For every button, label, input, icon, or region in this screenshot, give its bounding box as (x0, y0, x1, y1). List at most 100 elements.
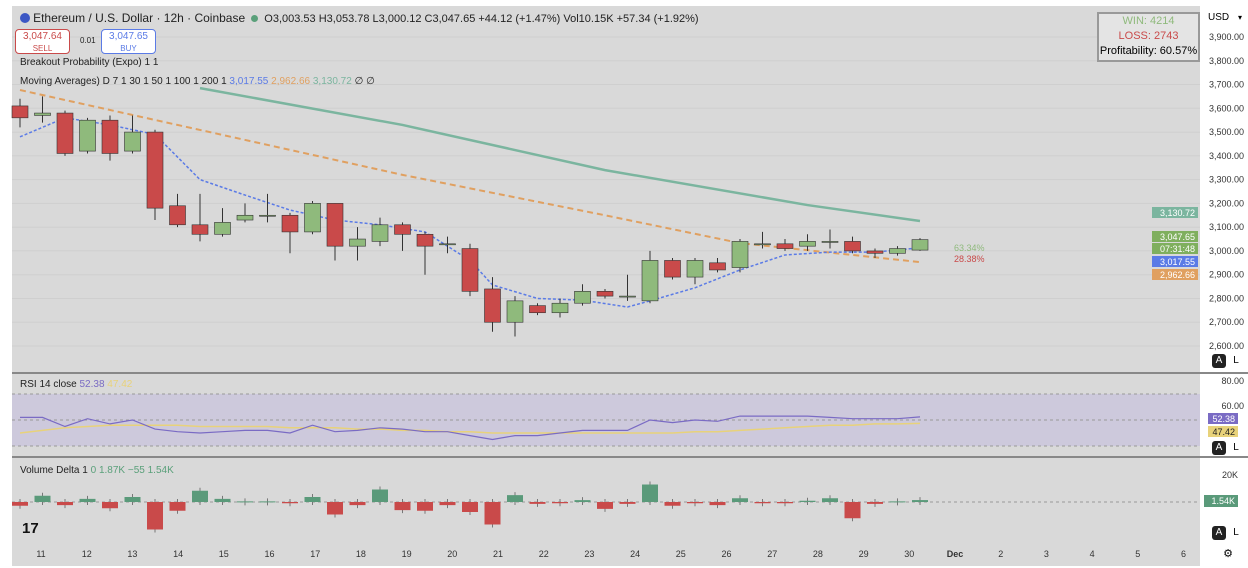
candle-body (866, 250, 884, 254)
candle-body (169, 205, 186, 226)
log-scale-button[interactable]: L (1233, 355, 1239, 366)
date-axis-label: Dec (947, 549, 964, 559)
candle-body (821, 241, 839, 243)
candle-body (529, 305, 546, 314)
candle-body (731, 241, 749, 268)
date-axis-label: 26 (721, 549, 731, 559)
candle-body (439, 243, 456, 246)
rsi-line (20, 415, 921, 441)
volume-tag: 1.54K (1211, 496, 1235, 506)
candle-body (371, 224, 389, 242)
breakout-down-prob: 28.38% (954, 254, 985, 264)
symbol-title[interactable]: Ethereum / U.S. Dollar · 12h · Coinbase (33, 11, 246, 25)
candle-body (641, 260, 659, 302)
candle-body (574, 291, 591, 304)
ma30-line (19, 89, 921, 264)
volume-delta-legend[interactable]: Volume Delta 1 0 1.87K −55 1.54K (20, 465, 174, 476)
loss-count: LOSS: 2743 (1118, 30, 1179, 42)
volume-delta-bar (34, 495, 51, 502)
vol-log-scale-button[interactable]: L (1233, 527, 1239, 538)
volume-delta-bar (687, 502, 703, 504)
volume-delta-bar (192, 490, 208, 502)
rsi-ma-tag: 47.42 (1212, 427, 1235, 437)
candle-body (214, 222, 231, 235)
auto-scale-button[interactable]: A (1212, 354, 1226, 368)
date-axis-label: 4 (1090, 549, 1095, 559)
settings-gear-icon[interactable]: ⚙ (1223, 548, 1233, 560)
volume-delta-bar (754, 502, 771, 504)
date-axis-label: 30 (904, 549, 914, 559)
price-axis-label: 3,800.00 (1209, 56, 1244, 66)
candle-body (664, 260, 681, 278)
rsi-axis-label: 80.00 (1221, 376, 1244, 386)
date-axis-label: 3 (1044, 549, 1049, 559)
rsi-legend[interactable]: RSI 14 close 52.38 47.42 (20, 379, 132, 390)
candle-body (416, 233, 434, 247)
date-axis-label: 25 (676, 549, 686, 559)
currency-select[interactable]: USD ▾ (1205, 10, 1245, 26)
candle-body (709, 262, 726, 271)
candle-body (326, 203, 344, 247)
rsi-auto-scale-button[interactable]: A (1212, 441, 1226, 455)
candle-body (461, 248, 479, 292)
volume-delta-bar (574, 500, 591, 502)
candle-body (889, 248, 906, 254)
volume-delta-bar (12, 502, 28, 506)
date-axis-label: 28 (813, 549, 823, 559)
tag-countdown-bg (1152, 243, 1198, 254)
volume-delta-bar (259, 501, 276, 503)
volume-delta-bar (394, 502, 411, 511)
tag-ma100: 3,130.72 (1160, 208, 1195, 218)
volume-delta-bar (529, 502, 546, 504)
ohlc-low: L3,000.12 (372, 13, 422, 25)
vol-auto-scale-button[interactable]: A (1212, 526, 1226, 540)
volume-delta-bar (889, 501, 906, 503)
date-axis-background (12, 540, 1200, 566)
buy-button[interactable]: 3,047.65 BUY (101, 29, 156, 54)
candle-body (911, 239, 929, 251)
ma-value-ma30: 2,962.66 (271, 76, 311, 87)
buy-label: BUY (120, 44, 137, 53)
candle-body (11, 105, 29, 119)
rsi-log-scale-button[interactable]: L (1233, 442, 1239, 453)
volume-delta-bar (597, 502, 613, 509)
price-axis-label: 3,100.00 (1209, 222, 1244, 232)
volume-tag-bg (1204, 495, 1238, 507)
tag-ma100-bg (1152, 207, 1198, 218)
date-axis-label: 11 (36, 549, 45, 559)
chevron-down-icon: ▾ (1237, 13, 1242, 22)
volume-delta-bar (282, 502, 298, 504)
ohlc-close: C3,047.65 (424, 13, 476, 25)
sell-button[interactable]: 3,047.64 SELL (15, 29, 70, 54)
buy-price: 3,047.65 (109, 31, 148, 42)
ma-empty-values: ∅ ∅ (354, 76, 375, 87)
volume-delta-bar (304, 497, 321, 502)
date-axis-label: 20 (447, 549, 457, 559)
breakout-up-prob: 63.34% (954, 243, 985, 253)
ma-value-ema7: 3,017.55 (229, 76, 269, 87)
candle-body (484, 288, 501, 323)
volume-delta-bar (327, 502, 343, 515)
volume: Vol10.15K (563, 13, 614, 25)
volume-delta-label: Volume Delta 1 (20, 465, 88, 476)
candle-body (259, 214, 276, 217)
price-axis-label: 3,900.00 (1209, 32, 1244, 42)
candle-body (349, 238, 366, 247)
date-axis-label: 14 (173, 549, 183, 559)
volume-delta-bar (912, 500, 928, 502)
volume-delta-bar (124, 497, 141, 502)
breakout-indicator-label[interactable]: Breakout Probability (Expo) 1 1 (20, 57, 159, 68)
candle-body (596, 291, 614, 297)
volume-delta-bar (79, 498, 96, 502)
volume-delta-bar (822, 498, 838, 502)
moving-averages-legend[interactable]: Moving Averages) D 7 1 30 1 50 1 100 1 2… (20, 76, 375, 87)
date-axis-label: 13 (127, 549, 137, 559)
date-axis-label: 27 (767, 549, 777, 559)
price-axis-label: 3,300.00 (1209, 175, 1244, 185)
candle-body (236, 214, 254, 221)
win-count: WIN: 4214 (1122, 15, 1175, 27)
date-axis-label: 12 (82, 549, 92, 559)
ohlc-change: +44.12 (+1.47%) (478, 13, 561, 25)
price-axis-label: 2,800.00 (1209, 293, 1244, 303)
